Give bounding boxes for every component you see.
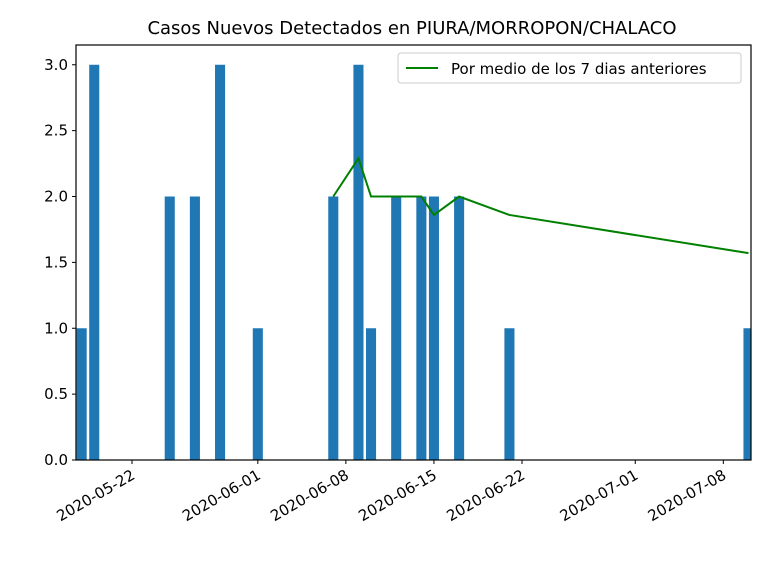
bar <box>76 328 87 460</box>
bar <box>164 196 175 460</box>
bar <box>366 328 377 460</box>
x-tick-label: 2020-07-01 <box>557 466 642 525</box>
bar <box>504 328 515 460</box>
x-tick-label: 2020-06-08 <box>267 466 352 525</box>
bar <box>743 328 751 460</box>
bar <box>454 196 465 460</box>
bar <box>89 64 100 460</box>
y-tick-label: 2.0 <box>44 188 68 206</box>
y-tick-label: 0.5 <box>44 385 68 403</box>
plot-area: 0.0 0.5 1.0 1.5 2.0 2.5 3.0 2020-05-22 2020-06-0… <box>44 44 752 525</box>
x-tick-label: 2020-06-22 <box>444 466 529 525</box>
chart-title: Casos Nuevos Detectados en PIURA/MORROPO… <box>147 18 676 39</box>
bar <box>428 196 439 460</box>
y-tick-label: 0.0 <box>44 451 68 469</box>
bar <box>416 196 427 460</box>
legend-label: Por medio de los 7 dias anteriores <box>451 60 707 78</box>
y-tick-label: 1.0 <box>44 319 68 337</box>
legend-box <box>397 52 742 84</box>
x-tick-label: 2020-07-08 <box>645 466 730 525</box>
bar <box>215 64 226 460</box>
bar <box>252 328 263 460</box>
y-tick-label: 2.5 <box>44 122 68 140</box>
bar <box>353 64 364 460</box>
bar <box>391 196 402 460</box>
bar <box>328 196 339 460</box>
y-tick-label: 1.5 <box>44 253 68 271</box>
x-tick-label: 2020-06-15 <box>355 466 440 525</box>
plot-frame <box>75 44 752 461</box>
x-tick-label: 2020-05-22 <box>53 466 138 525</box>
series-line <box>332 156 749 255</box>
y-tick-label: 3.0 <box>44 56 68 74</box>
x-tick-label: 2020-06-01 <box>179 466 264 525</box>
bar <box>189 196 200 460</box>
